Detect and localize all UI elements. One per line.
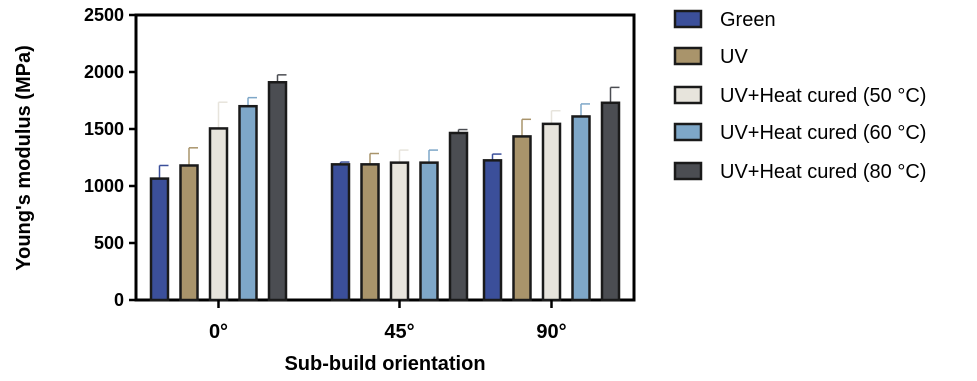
legend-swatch [673,9,703,29]
bar [571,115,591,302]
bar [330,163,351,302]
legend-item: Green [673,9,776,31]
bar [600,101,621,302]
x-axis-categories: 0° 45° 90° [209,300,567,343]
bar [419,161,439,302]
bar [267,81,288,302]
y-tick-label: 500 [94,233,124,253]
y-axis-ticks: 0 500 1000 1500 2000 2500 [84,5,136,310]
x-axis-title: Sub-build orientation [284,353,485,375]
y-tick-label: 2000 [84,62,124,82]
bars [149,74,621,302]
legend-label: UV+Heat cured (60 °C) [720,122,926,144]
bar [360,163,380,302]
bar [208,127,229,302]
bar [448,131,469,302]
legend-swatch [673,85,703,105]
x-tick-label: 90° [536,321,566,343]
legend-label: UV [720,46,748,68]
axes [134,13,636,302]
y-axis-title: Young's modulus (MPa) [13,45,35,271]
y-tick-label: 2500 [84,5,124,25]
legend-swatch [673,161,703,181]
bar [389,161,410,302]
bar [179,164,199,302]
legend-label: Green [720,9,776,31]
y-tick-label: 1500 [84,119,124,139]
bar-group-1 [330,128,469,302]
x-tick-label: 45° [384,321,414,343]
y-tick-label: 1000 [84,176,124,196]
legend-item: UV+Heat cured (60 °C) [673,122,926,144]
legend-item: UV+Heat cured (50 °C) [673,85,926,107]
legend-swatch [673,122,703,142]
legend-swatch [673,46,703,66]
x-tick-label: 0° [209,321,228,343]
bar [512,135,532,302]
bar-group-0 [149,74,288,302]
legend-item: UV+Heat cured (80 °C) [673,161,926,183]
bar [541,122,562,302]
y-tick-label: 0 [114,290,124,310]
bar [482,159,503,302]
bar-group-2 [482,86,621,302]
bar [149,177,170,302]
legend: Green UV UV+Heat cured (50 °C) UV+Heat cure… [673,9,926,183]
legend-label: UV+Heat cured (80 °C) [720,161,926,183]
bar [238,104,258,302]
legend-item: UV [673,46,748,68]
plot-frame [134,13,636,302]
legend-label: UV+Heat cured (50 °C) [720,85,926,107]
